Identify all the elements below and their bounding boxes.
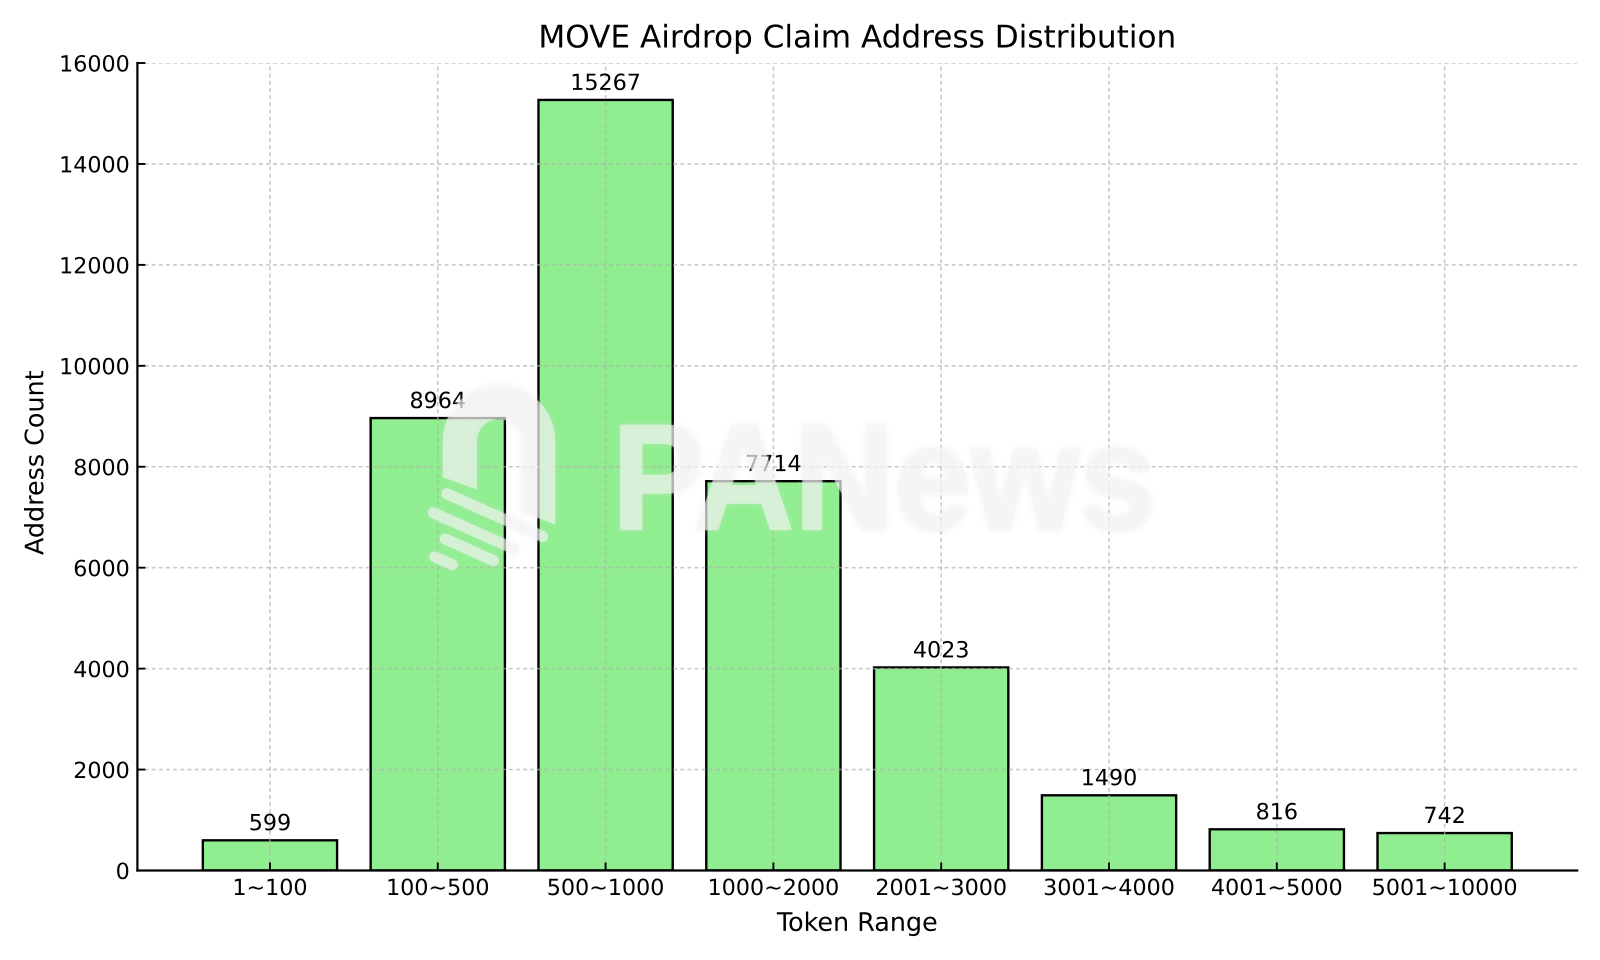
svg-text:PANews: PANews bbox=[612, 393, 1156, 561]
svg-text:PANews: PANews bbox=[612, 393, 1156, 561]
